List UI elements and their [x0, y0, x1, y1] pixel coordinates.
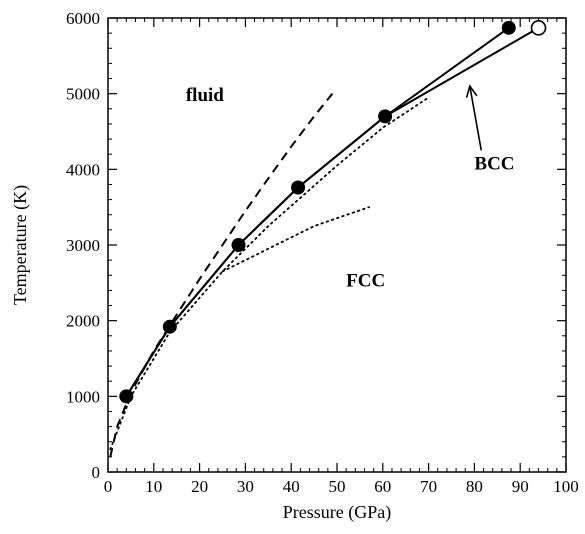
y-tick-label: 0 [92, 463, 101, 482]
y-axis-title: Temperature (K) [10, 185, 31, 305]
annotation-bcc: BCC [474, 153, 514, 174]
x-tick-label: 20 [191, 477, 208, 496]
x-tick-label: 30 [237, 477, 254, 496]
markers-layer [119, 20, 547, 404]
x-tick-label: 40 [283, 477, 300, 496]
annotation-fcc: FCC [346, 271, 385, 292]
axes: 0 10 20 30 40 50 60 70 80 90 100010002000300040005… [10, 9, 579, 523]
series-layer [109, 26, 540, 458]
series-dotted-line-5 [221, 206, 370, 273]
y-tick-label: 3000 [66, 236, 100, 255]
series-solid-line [125, 26, 540, 397]
data-point-open [530, 20, 547, 36]
data-point-filled [501, 20, 516, 35]
series-marker-line [125, 27, 510, 397]
series-dashed-line [109, 93, 334, 458]
annotations-layer: fluid FCC BCC [186, 84, 515, 292]
data-point-filled [162, 319, 177, 334]
x-tick-label: 70 [420, 477, 437, 496]
x-tick-label: 90 [512, 477, 529, 496]
x-tick-label: 60 [374, 477, 391, 496]
bcc-arrow [469, 85, 483, 151]
data-point-filled [119, 389, 134, 404]
plot-frame [107, 17, 567, 473]
annotation-fluid: fluid [186, 85, 224, 106]
y-tick-label: 4000 [66, 160, 100, 179]
series-dotted-line-4 [109, 96, 430, 451]
x-tick-label: 100 [553, 477, 579, 496]
data-point-filled [231, 238, 246, 252]
x-axis-title: Pressure (GPa) [283, 502, 391, 523]
data-point-filled [291, 180, 306, 195]
x-tick-label: 0 [104, 477, 113, 496]
y-tick-label: 5000 [66, 85, 100, 104]
x-tick-label: 80 [466, 477, 483, 496]
data-point-filled [378, 109, 393, 124]
y-tick-label: 1000 [66, 387, 100, 406]
x-tick-label: 10 [145, 477, 162, 496]
x-tick-label: 50 [329, 477, 346, 496]
y-tick-label: 2000 [66, 312, 100, 331]
y-tick-label: 6000 [66, 9, 100, 28]
bcc-arrowhead [465, 84, 478, 98]
